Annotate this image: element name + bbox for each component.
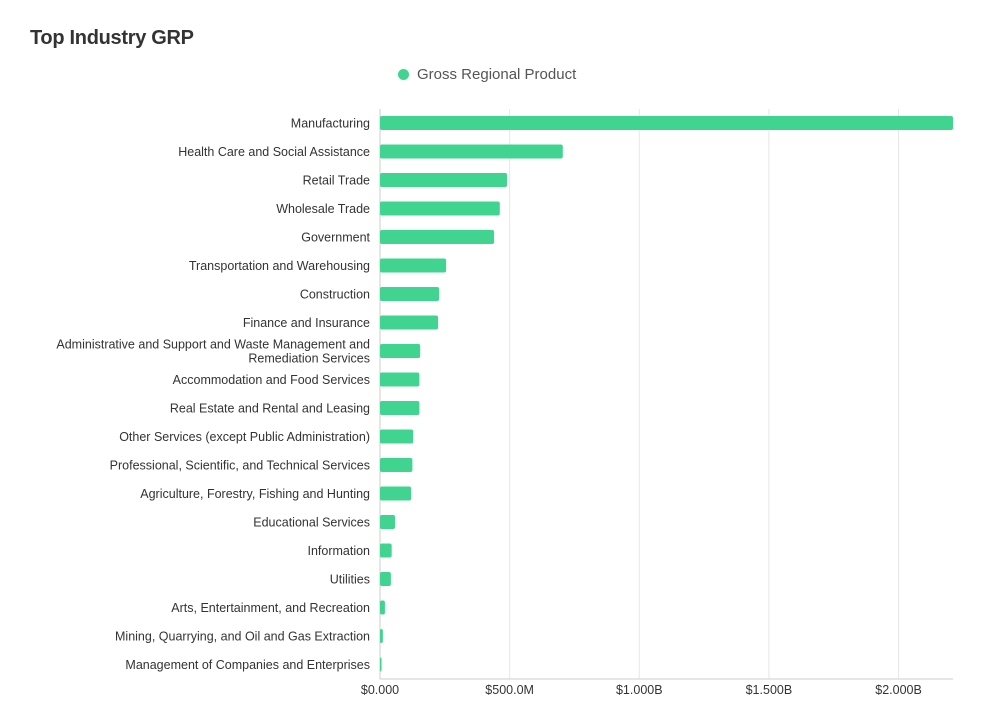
bar xyxy=(380,230,495,244)
bar xyxy=(380,629,383,643)
bar xyxy=(380,173,508,187)
bar xyxy=(380,486,412,501)
bar xyxy=(380,344,421,358)
category-label-line: Administrative and Support and Waste Man… xyxy=(56,338,370,352)
category-label: Real Estate and Rental and Leasing xyxy=(170,402,370,416)
category-label: Utilities xyxy=(330,573,370,587)
category-label: Transportation and Warehousing xyxy=(189,259,370,273)
bar xyxy=(380,144,563,159)
category-label: Arts, Entertainment, and Recreation xyxy=(171,601,370,615)
bar xyxy=(380,401,420,415)
bar xyxy=(380,515,396,529)
bar xyxy=(380,315,439,330)
category-label: Government xyxy=(301,231,370,245)
category-label: Construction xyxy=(300,288,370,302)
category-label: Finance and Insurance xyxy=(243,316,370,330)
category-labels: Manufacturing Health Care and Social Assi… xyxy=(56,117,370,673)
x-tick-label: $500.0M xyxy=(485,683,534,697)
category-label: Retail Trade xyxy=(303,174,370,188)
category-label: Information xyxy=(307,544,370,558)
category-label: Agriculture, Forestry, Fishing and Hunti… xyxy=(140,487,370,501)
category-label: Professional, Scientific, and Technical … xyxy=(110,459,370,473)
bar xyxy=(380,429,414,444)
legend-swatch xyxy=(398,69,409,80)
bar xyxy=(380,657,382,672)
category-label: Educational Services xyxy=(253,516,370,530)
x-tick-label: $1.000B xyxy=(616,683,663,697)
bar xyxy=(380,287,440,301)
axes xyxy=(379,109,953,680)
chart-title: Top Industry GRP xyxy=(30,27,194,49)
legend[interactable]: Gross Regional Product xyxy=(398,66,576,83)
x-tick-labels: $0.000 $500.0M $1.000B $1.500B $2.000B xyxy=(361,683,922,697)
x-tick-label: $2.000B xyxy=(875,683,922,697)
category-label: Accommodation and Food Services xyxy=(173,373,370,387)
category-label: Administrative and Support and Waste Man… xyxy=(56,338,370,366)
bar xyxy=(380,116,953,130)
category-label: Health Care and Social Assistance xyxy=(178,145,370,159)
x-tick-label: $0.000 xyxy=(361,683,399,697)
bar xyxy=(380,572,391,586)
bar xyxy=(380,600,385,615)
bars xyxy=(380,116,953,672)
category-label: Wholesale Trade xyxy=(276,202,370,216)
bar xyxy=(380,201,500,216)
x-tick-label: $1.500B xyxy=(746,683,793,697)
category-label-line: Remediation Services xyxy=(248,352,370,366)
bar xyxy=(380,543,392,558)
bar xyxy=(380,372,420,387)
legend-label: Gross Regional Product xyxy=(417,66,577,83)
grid-lines xyxy=(509,109,900,679)
category-label: Manufacturing xyxy=(291,117,370,131)
bar xyxy=(380,258,447,273)
category-label: Mining, Quarrying, and Oil and Gas Extra… xyxy=(115,630,370,644)
bar xyxy=(380,458,413,472)
category-label: Management of Companies and Enterprises xyxy=(125,658,370,672)
category-label: Other Services (except Public Administra… xyxy=(119,430,370,444)
